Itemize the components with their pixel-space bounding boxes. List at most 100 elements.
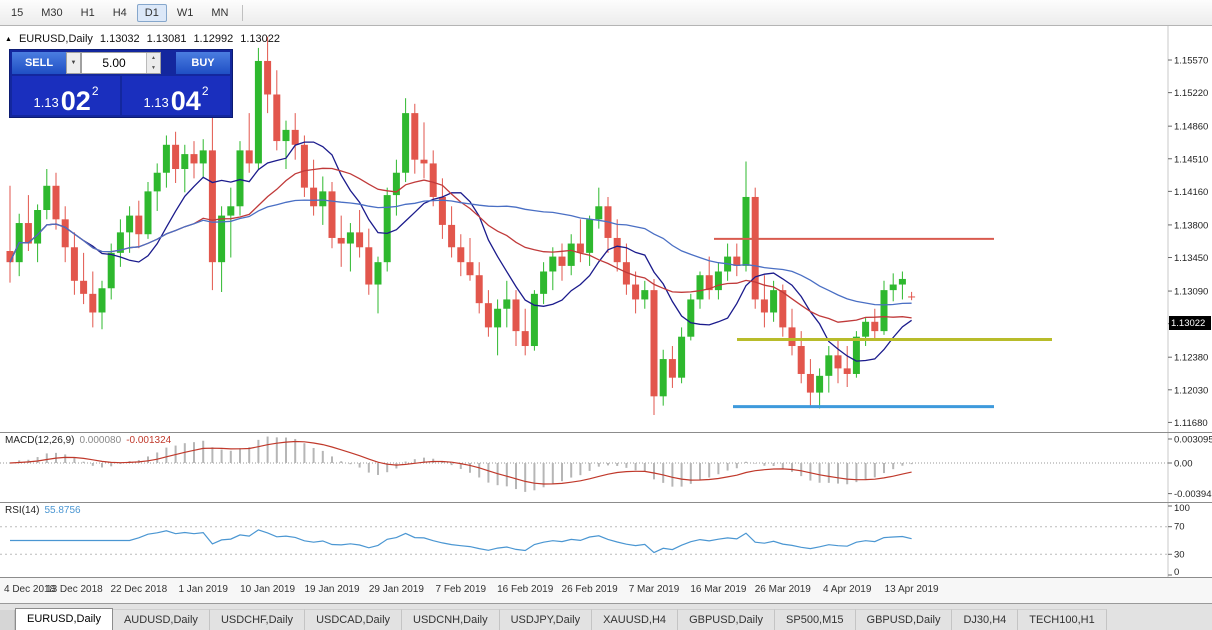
date-label: 1 Jan 2019 (178, 584, 228, 595)
time-axis[interactable]: 4 Dec 2018 13 Dec 2018 22 Dec 2018 1 Jan 20… (0, 577, 1212, 603)
ask-price-pipette: 2 (201, 84, 209, 98)
one-click-trading-panel: SELL ▼ 5.00 ▲ ▼ BUY 1.13 02 2 1.13 04 2 (10, 50, 232, 117)
chart-tab-xauusd-h4[interactable]: XAUUSD,H4 (592, 609, 679, 630)
tab-bar-corner (0, 610, 15, 630)
rsi-line (10, 529, 912, 554)
date-label: 7 Mar 2019 (628, 584, 680, 595)
bid-price-pips: 02 (60, 86, 91, 117)
chart-symbol-label: EURUSD,Daily (18, 33, 93, 45)
rsi-indicator-pane[interactable]: 100 70 30 0 RSI(14) 55.8756 (0, 502, 1212, 578)
volume-stepper[interactable]: ▲ ▼ (146, 53, 160, 73)
rsi-canvas: 100 70 30 0 (0, 503, 1190, 578)
toolbar-separator (242, 4, 244, 21)
ohlc-high: 1.13081 (146, 33, 187, 45)
date-label: 26 Feb 2019 (561, 584, 618, 595)
macd-canvas: 0.003095 0.00 -0.003947 (0, 433, 1212, 503)
date-label: 13 Dec 2018 (46, 584, 103, 595)
date-label: 26 Mar 2019 (754, 584, 811, 595)
timeframe-toolbar: 15 M30 H1 H4 D1 W1 MN (0, 0, 1212, 26)
macd-axis-label: -0.003947 (1174, 489, 1212, 500)
macd-signal-value: -0.001324 (126, 435, 172, 446)
macd-indicator-label: MACD(12,26,9) 0.000080 -0.001324 (5, 435, 171, 446)
chart-window[interactable]: 1.15570 1.15220 1.14860 1.14510 1.14160 1.138… (0, 26, 1212, 432)
price-axis-label: 1.15220 (1174, 88, 1208, 99)
current-price-badge: 1.13022 (1169, 316, 1211, 331)
macd-indicator-pane[interactable]: 0.003095 0.00 -0.003947 MACD(12,26,9) 0.000… (0, 432, 1212, 503)
moving-average-9-line (9, 141, 912, 362)
rsi-indicator-label: RSI(14) 55.8756 (5, 505, 81, 516)
date-label: 10 Jan 2019 (240, 584, 296, 595)
chart-tab-audusd-daily[interactable]: AUDUSD,Daily (112, 609, 210, 630)
volume-value[interactable]: 5.00 (102, 56, 126, 70)
price-axis-label: 1.12030 (1174, 385, 1208, 396)
price-axis-label: 1.13090 (1174, 287, 1208, 298)
macd-axis-label: 0.003095 (1174, 435, 1212, 446)
price-axis-label: 1.14510 (1174, 154, 1208, 165)
bid-price-prefix: 1.13 (33, 95, 59, 110)
chart-tab-tech100-h1[interactable]: TECH100,H1 (1018, 609, 1107, 630)
ask-price-pips: 04 (170, 86, 201, 117)
price-axis-label: 1.12380 (1174, 353, 1208, 364)
timeframe-w1[interactable]: W1 (176, 6, 194, 19)
date-label: 7 Feb 2019 (435, 584, 487, 595)
timeframe-m30[interactable]: M30 (41, 6, 63, 19)
chart-tab-gbpusd-daily[interactable]: GBPUSD,Daily (855, 609, 953, 630)
chart-tab-bar: EURUSD,Daily AUDUSD,Daily USDCHF,Daily USDC… (0, 603, 1212, 630)
chart-tab-dj30-h4[interactable]: DJ30,H4 (952, 609, 1019, 630)
date-label: 4 Dec 2018 (4, 584, 56, 595)
price-axis-label: 1.13450 (1174, 253, 1208, 264)
price-axis-label: 1.13800 (1174, 220, 1208, 231)
date-label: 16 Feb 2019 (497, 584, 554, 595)
price-axis-label: 1.11680 (1174, 418, 1208, 429)
chart-tab-usdjpy-daily[interactable]: USDJPY,Daily (499, 609, 593, 630)
timeframe-h4[interactable]: H4 (112, 6, 127, 19)
date-label: 29 Jan 2019 (368, 584, 424, 595)
timeframe-h1[interactable]: H1 (80, 6, 95, 19)
one-click-toggle-icon[interactable]: ▲ (5, 35, 12, 43)
price-chart-canvas[interactable]: 1.15570 1.15220 1.14860 1.14510 1.14160 1.138… (0, 26, 1212, 432)
ask-price-prefix: 1.13 (143, 95, 169, 110)
volume-input[interactable]: 5.00 ▲ ▼ (81, 52, 161, 74)
chart-tab-usdchf-daily[interactable]: USDCHF,Daily (209, 609, 306, 630)
ohlc-open: 1.13032 (99, 33, 140, 45)
volume-step-up-icon[interactable]: ▲ (147, 53, 160, 63)
price-axis-label: 1.14860 (1174, 122, 1208, 133)
bid-price-pipette: 2 (91, 84, 99, 98)
rsi-name: RSI(14) (5, 505, 40, 516)
chart-tab-eurusd-daily[interactable]: EURUSD,Daily (15, 608, 113, 630)
macd-histogram (18, 436, 913, 492)
macd-name: MACD(12,26,9) (5, 435, 75, 446)
ask-price-display: 1.13 04 2 (122, 76, 230, 115)
date-label: 19 Jan 2019 (304, 584, 360, 595)
chart-title-bar: ▲ EURUSD,Daily 1.13032 1.13081 1.12992 1… (5, 33, 280, 45)
chart-tab-usdcnh-daily[interactable]: USDCNH,Daily (402, 609, 500, 630)
ohlc-close: 1.13022 (240, 33, 280, 45)
sell-button[interactable]: SELL (12, 52, 66, 74)
price-axis-label: 1.15570 (1174, 56, 1208, 67)
timeframe-d1[interactable]: D1 (136, 3, 167, 22)
price-axis-label: 1.14160 (1174, 187, 1208, 198)
date-label: 16 Mar 2019 (690, 584, 747, 595)
rsi-axis-label: 70 (1174, 522, 1185, 533)
rsi-value: 55.8756 (44, 505, 81, 516)
macd-axis-label: 0.00 (1174, 459, 1193, 470)
ohlc-low: 1.12992 (193, 33, 234, 45)
timeframe-mn[interactable]: MN (211, 6, 229, 19)
chart-tab-sp500-m15[interactable]: SP500,M15 (775, 609, 856, 630)
timeframe-15[interactable]: 15 (11, 6, 24, 19)
candlestick-series (6, 36, 916, 415)
bid-price-display: 1.13 02 2 (12, 76, 120, 115)
rsi-axis-label: 0 (1174, 567, 1179, 578)
volume-step-down-icon[interactable]: ▼ (147, 63, 160, 73)
macd-main-value: 0.000080 (79, 435, 122, 446)
rsi-axis-label: 100 (1174, 503, 1190, 514)
date-label: 22 Dec 2018 (110, 584, 168, 595)
date-label: 13 Apr 2019 (884, 584, 939, 595)
macd-signal-line (9, 440, 912, 485)
date-label: 4 Apr 2019 (823, 584, 872, 595)
chart-tab-gbpusd-daily[interactable]: GBPUSD,Daily (678, 609, 776, 630)
chart-tab-usdcad-daily[interactable]: USDCAD,Daily (305, 609, 403, 630)
moving-average-45-line (9, 199, 912, 306)
volume-dropdown-button[interactable]: ▼ (66, 52, 81, 74)
buy-button[interactable]: BUY (176, 52, 230, 74)
